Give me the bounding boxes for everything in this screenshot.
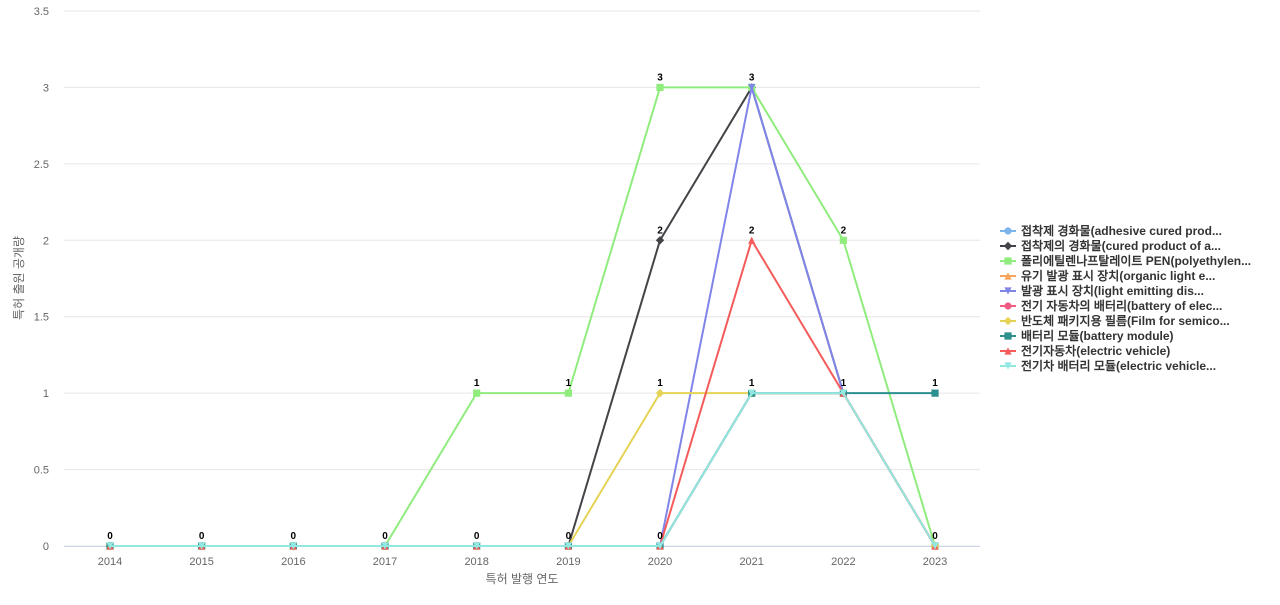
legend-item[interactable]: 접착제의 경화물(cured product of a... <box>1000 238 1221 253</box>
data-label: 1 <box>657 378 663 389</box>
legend-item[interactable]: 전기자동차(electric vehicle) <box>1000 343 1170 358</box>
legend-marker <box>1004 332 1012 340</box>
legend-marker <box>1004 287 1012 295</box>
x-tick-label: 2022 <box>831 556 855 568</box>
series-point <box>381 542 389 550</box>
series-point <box>656 83 664 92</box>
x-tick-label: 2016 <box>281 556 305 568</box>
x-tick-label: 2018 <box>464 556 488 568</box>
data-label: 2 <box>749 225 755 236</box>
x-tick-label: 2017 <box>373 556 397 568</box>
data-labels: 0 0 0 0 0 1 0 1 0 1 2 3 1 2 3 1 2 0 1 <box>107 72 938 542</box>
data-label: 1 <box>474 378 480 389</box>
legend-label: 전기 자동차의 배터리(battery of elec... <box>1021 298 1222 313</box>
legend-marker <box>1004 272 1012 280</box>
x-tick-label: 2021 <box>739 556 763 568</box>
series-lines <box>105 83 940 551</box>
series-point <box>931 389 939 397</box>
legend-label: 반도체 패키지용 필름(Film for semico... <box>1021 313 1230 328</box>
y-tick-label: 1 <box>43 388 49 400</box>
grid-lines <box>64 10 980 547</box>
series-point <box>839 389 847 397</box>
legend-label: 전기자동차(electric vehicle) <box>1021 343 1170 358</box>
series-point <box>106 542 114 550</box>
y-tick-label: 1.5 <box>34 312 49 324</box>
legend-label: 접착제의 경화물(cured product of a... <box>1021 238 1221 253</box>
legend-marker <box>1004 257 1012 265</box>
legend-item[interactable]: 유기 발광 표시 장치(organic light e... <box>1000 268 1215 283</box>
y-tick-label: 3.5 <box>34 6 49 18</box>
series-point <box>748 389 756 397</box>
legend-item[interactable]: 반도체 패키지용 필름(Film for semico... <box>1000 313 1230 328</box>
y-tick-label: 0 <box>43 541 49 553</box>
y-tick-label: 2.5 <box>34 159 49 171</box>
data-label: 0 <box>291 531 297 542</box>
legend-item[interactable]: 전기 자동차의 배터리(battery of elec... <box>1000 298 1222 313</box>
series-point <box>748 236 756 244</box>
data-label: 2 <box>657 225 663 236</box>
y-tick-label: 2 <box>43 235 49 247</box>
x-tick-label: 2015 <box>189 556 213 568</box>
legend-marker <box>1004 302 1012 310</box>
data-label: 1 <box>749 378 755 389</box>
legend-item[interactable]: 발광 표시 장치(light emitting dis... <box>1000 283 1204 298</box>
x-axis-title: 특허 발행 연도 <box>486 571 559 586</box>
data-label: 0 <box>474 531 480 542</box>
data-label: 2 <box>841 225 847 236</box>
series-point <box>198 542 206 550</box>
legend-marker <box>1003 316 1013 326</box>
series-point <box>564 389 572 397</box>
legend: 접착제 경화물(adhesive cured prod...접착제의 경화물(c… <box>1000 223 1251 373</box>
data-label: 0 <box>107 531 113 542</box>
data-label: 0 <box>657 531 663 542</box>
legend-label: 접착제 경화물(adhesive cured prod... <box>1021 223 1222 238</box>
data-label: 3 <box>657 72 663 83</box>
legend-marker <box>1003 241 1013 251</box>
legend-marker <box>1004 227 1012 235</box>
legend-item[interactable]: 폴리에틸렌나프탈레이트 PEN(polyethylen... <box>1000 253 1251 268</box>
y-axis-title: 특허 출원 공개량 <box>12 236 26 320</box>
series-point <box>473 542 481 550</box>
data-label: 0 <box>382 531 388 542</box>
y-axis-ticks: 0 0.5 1 1.5 2 2.5 3 3.5 <box>34 6 49 553</box>
y-tick-label: 0.5 <box>34 465 49 477</box>
series-point <box>655 388 665 398</box>
legend-label: 전기차 배터리 모듈(electric vehicle... <box>1021 358 1216 373</box>
legend-marker <box>1004 362 1012 370</box>
legend-label: 배터리 모듈(battery module) <box>1021 328 1174 343</box>
data-label: 3 <box>749 72 755 83</box>
x-tick-label: 2019 <box>556 556 580 568</box>
series-point <box>289 542 297 550</box>
series-point <box>656 542 664 550</box>
legend-label: 폴리에틸렌나프탈레이트 PEN(polyethylen... <box>1021 253 1251 268</box>
series-point <box>839 236 847 244</box>
legend-label: 유기 발광 표시 장치(organic light e... <box>1021 268 1215 283</box>
data-label: 1 <box>566 378 572 389</box>
legend-label: 발광 표시 장치(light emitting dis... <box>1021 283 1204 298</box>
legend-marker <box>1004 347 1012 355</box>
data-label: 0 <box>199 531 205 542</box>
series-point <box>655 236 665 245</box>
legend-item[interactable]: 배터리 모듈(battery module) <box>1000 328 1174 343</box>
data-label: 1 <box>932 378 938 389</box>
data-label: 0 <box>566 531 572 542</box>
x-tick-label: 2014 <box>98 556 122 568</box>
legend-item[interactable]: 접착제 경화물(adhesive cured prod... <box>1000 223 1222 238</box>
x-tick-label: 2023 <box>923 556 947 568</box>
x-tick-label: 2020 <box>648 556 672 568</box>
series-point <box>931 542 939 550</box>
y-tick-label: 3 <box>43 82 49 94</box>
series-point <box>748 83 756 92</box>
legend-item[interactable]: 전기차 배터리 모듈(electric vehicle... <box>1000 358 1216 373</box>
series-point <box>473 389 481 397</box>
series-10 <box>106 389 939 550</box>
data-label: 0 <box>932 531 938 542</box>
series-line <box>109 392 937 547</box>
data-label: 1 <box>841 378 847 389</box>
series-point <box>564 542 572 550</box>
